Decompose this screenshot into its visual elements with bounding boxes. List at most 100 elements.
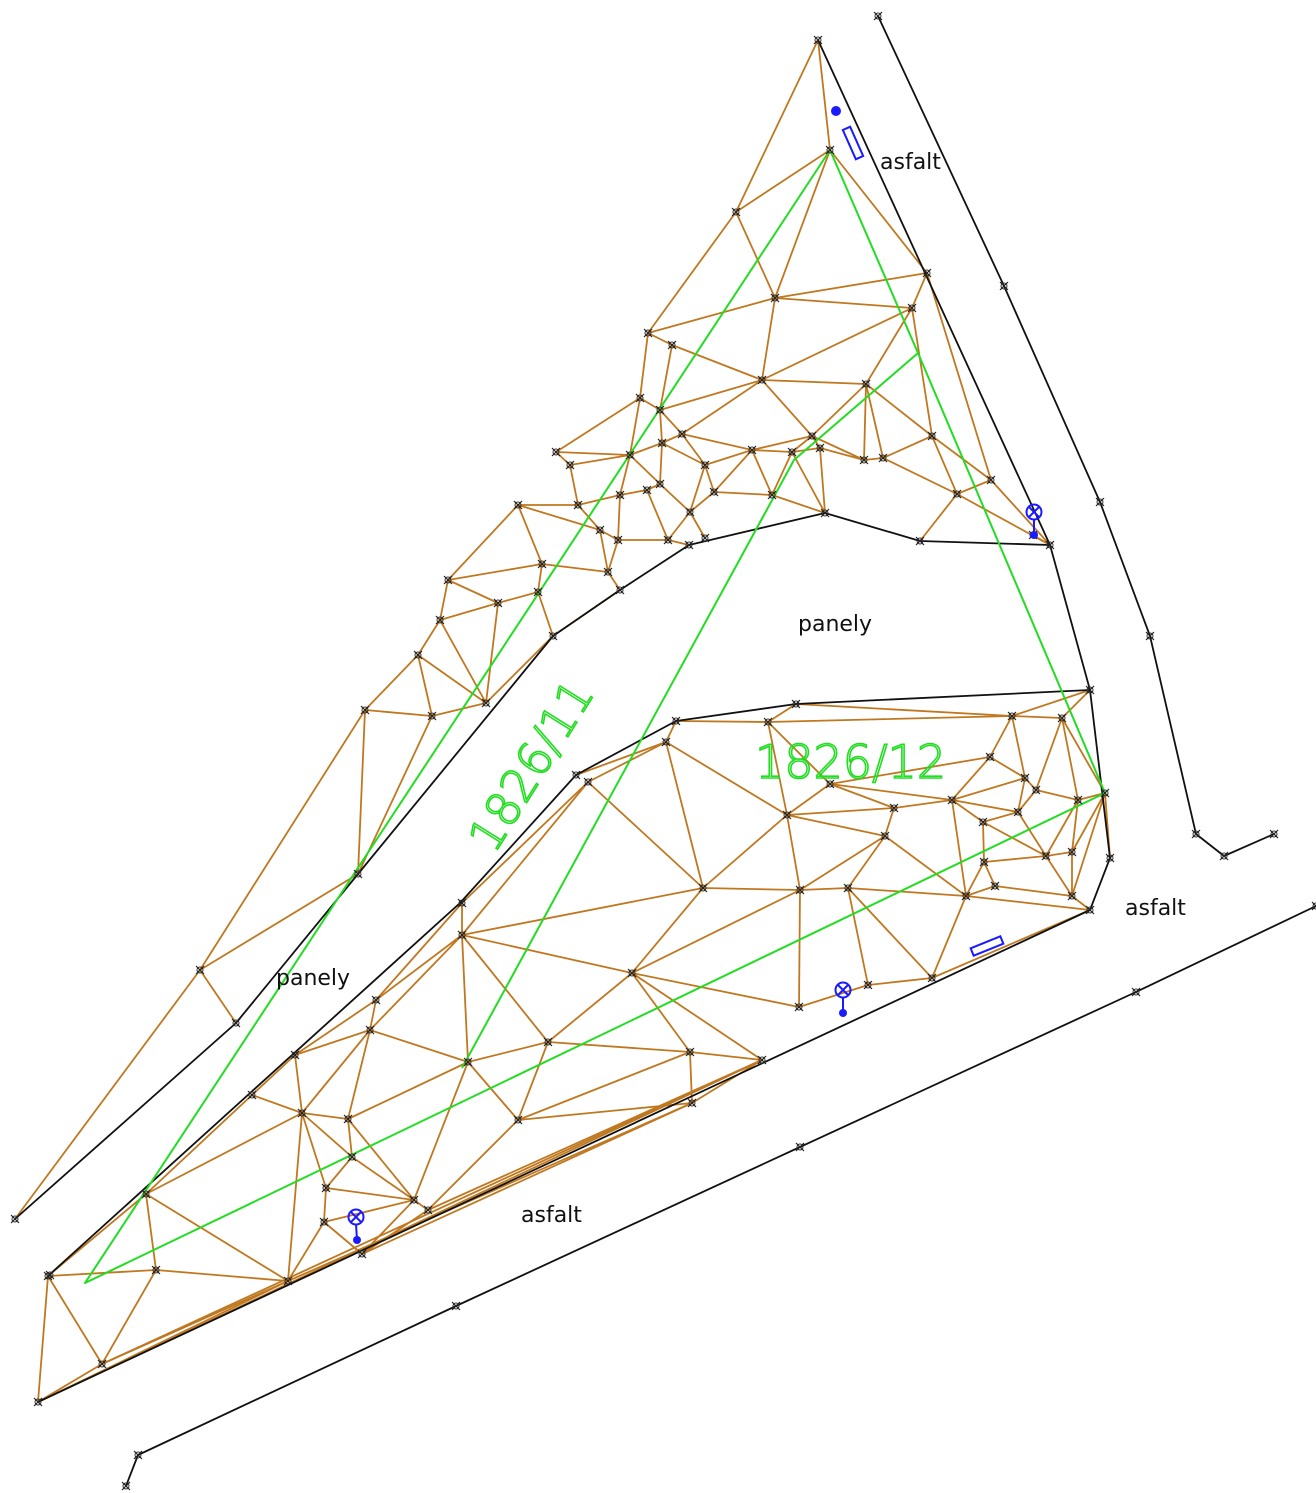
utility-dot-icon <box>1030 531 1038 539</box>
survey-point-cross-icon <box>701 461 709 469</box>
survey-point-cross-icon <box>614 536 622 544</box>
asfalt-label-right: asfalt <box>1125 896 1186 921</box>
survey-point-cross-icon <box>444 576 452 584</box>
survey-point-cross-icon <box>361 706 369 714</box>
tin-edge <box>440 580 448 620</box>
tin-edge <box>868 978 932 985</box>
survey-point-cross-icon <box>1270 830 1278 838</box>
survey-edge-line <box>15 513 1050 1219</box>
survey-point-cross-icon <box>544 1038 552 1046</box>
tin-edge <box>984 862 995 886</box>
asfalt-label-bottom: asfalt <box>521 1203 582 1228</box>
tin-edge <box>570 455 630 465</box>
tin-edge <box>984 856 1046 862</box>
tin-edge <box>632 888 703 973</box>
survey-point-cross-icon <box>1058 714 1066 722</box>
survey-point-cross-icon <box>879 454 887 462</box>
paved-area-edges <box>15 16 1316 1486</box>
survey-point-cross-icon <box>686 1048 694 1056</box>
survey-point-cross-icon <box>424 1206 432 1214</box>
tin-edge <box>632 890 800 973</box>
tin-edge <box>486 636 553 703</box>
tin-edge <box>692 1060 762 1103</box>
survey-point-cross-icon <box>1014 808 1022 816</box>
tin-edge <box>775 150 830 298</box>
manhole-crossed-circle-icon <box>836 983 851 1018</box>
tin-edge <box>448 580 498 603</box>
survey-point-cross-icon <box>672 717 680 725</box>
tin-edge <box>542 564 608 572</box>
tin-edge <box>630 455 660 484</box>
tin-edge <box>883 458 957 494</box>
survey-point-cross-icon <box>1086 906 1094 914</box>
survey-point-cross-icon <box>764 718 772 726</box>
survey-point-cross-icon <box>1106 854 1114 862</box>
survey-point-cross-icon <box>152 1266 160 1274</box>
survey-point-cross-icon <box>795 1003 803 1011</box>
tin-edge <box>848 888 868 985</box>
tin-edge <box>672 345 762 380</box>
tin-edge <box>556 398 640 452</box>
tin-edge <box>894 800 952 808</box>
survey-point-cross-icon <box>534 588 542 596</box>
tin-edge <box>768 716 1012 722</box>
survey-point-cross-icon <box>291 1051 299 1059</box>
tin-edge <box>705 465 714 492</box>
survey-point-cross-icon <box>923 269 931 277</box>
tin-edge <box>38 1276 48 1402</box>
survey-point-cross-icon <box>928 974 936 982</box>
survey-point-cross-icon <box>482 699 490 707</box>
tin-edge <box>588 782 703 888</box>
tin-edge <box>362 1210 428 1254</box>
tin-edge <box>762 380 866 384</box>
survey-point-cross-icon <box>808 432 816 440</box>
survey-point-cross-icon <box>628 969 636 977</box>
survey-point-cross-icon <box>1068 848 1076 856</box>
tin-edge <box>462 888 703 935</box>
survey-point-cross-icon <box>686 508 694 516</box>
tin-edge <box>376 903 462 1000</box>
tin-edge <box>660 443 662 484</box>
survey-point-cross-icon <box>514 1116 522 1124</box>
survey-point-cross-icon <box>538 560 546 568</box>
tin-edge <box>864 384 866 460</box>
survey-point-cross-icon <box>452 1302 460 1310</box>
tin-edge <box>820 448 825 513</box>
tin-edge <box>952 778 1025 800</box>
survey-point-cross-icon <box>821 509 829 517</box>
survey-point-cross-icon <box>284 1277 292 1285</box>
survey-edge-line <box>878 16 1274 856</box>
survey-point-cross-icon <box>1046 541 1054 549</box>
survey-point-cross-icon <box>1146 632 1154 640</box>
survey-point-cross-icon <box>616 586 624 594</box>
tin-edge <box>486 603 498 703</box>
survey-point-cross-icon <box>890 804 898 812</box>
tin-edge <box>775 273 927 298</box>
tin-edge <box>983 822 984 862</box>
survey-point-cross-icon <box>864 981 872 989</box>
survey-point-cross-icon <box>844 884 852 892</box>
survey-point-cross-icon <box>1008 712 1016 720</box>
survey-point-cross-icon <box>11 1215 19 1223</box>
survey-point-cross-icon <box>826 146 834 154</box>
survey-point-cross-icon <box>986 753 994 761</box>
tin-edge <box>38 1364 102 1402</box>
tin-edge <box>799 890 800 1007</box>
tin-edge <box>690 512 705 538</box>
survey-point-cross-icon <box>636 394 644 402</box>
tin-edge <box>648 333 672 345</box>
tin-edge <box>324 1200 414 1222</box>
tin-edge <box>983 822 1046 856</box>
survey-point-cross-icon <box>566 461 574 469</box>
tin-edge <box>48 1276 102 1364</box>
tin-edge <box>448 564 542 580</box>
tin-edge <box>772 452 792 495</box>
tin-edge <box>1046 856 1072 896</box>
survey-point-cross-icon <box>664 536 672 544</box>
tin-edge <box>146 1194 156 1270</box>
tin-edge <box>440 603 498 620</box>
survey-point-cross-icon <box>991 882 999 890</box>
tin-edge <box>462 935 468 1062</box>
survey-point-cross-icon <box>771 294 779 302</box>
tin-edge <box>787 815 800 890</box>
